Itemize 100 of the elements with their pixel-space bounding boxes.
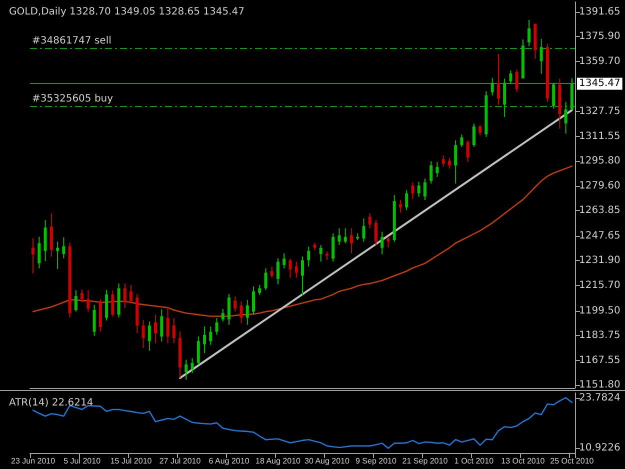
candlestick [50, 212, 53, 258]
y-tick-label: 10.9226 [579, 442, 620, 454]
candlestick [184, 359, 188, 380]
candlestick [564, 102, 568, 134]
candlestick [74, 290, 78, 312]
candlestick [411, 182, 414, 200]
candlestick [380, 231, 384, 255]
candlestick [496, 53, 500, 106]
candlestick [307, 246, 310, 268]
x-tick-label: 25 Oct 2010 [550, 456, 594, 466]
y-tick-label: 1391.65 [579, 6, 620, 18]
candlestick [142, 319, 145, 349]
candlestick [111, 290, 114, 318]
candlestick [166, 306, 170, 344]
candlestick [270, 266, 274, 278]
candlestick [86, 290, 90, 312]
x-tick-label: 9 Sep 2010 [356, 456, 397, 466]
candlestick [32, 238, 35, 274]
candlestick [319, 244, 322, 262]
y-tick-label: 1279.60 [579, 180, 620, 192]
x-tick-label: 6 Aug 2010 [208, 456, 250, 466]
candlestick [466, 140, 470, 162]
candlestick [258, 284, 262, 296]
candlestick [215, 318, 218, 336]
candlestick [92, 304, 96, 336]
candlestick [423, 178, 426, 201]
y-tick-label: 1183.75 [579, 330, 620, 341]
candlestick [154, 314, 158, 344]
candlestick [362, 218, 366, 242]
y-tick-label: 1263.85 [579, 205, 620, 216]
x-tick-label: 21 Sep 2010 [402, 456, 448, 466]
ref-line-label: 1345.47 [579, 78, 620, 90]
candlestick [203, 326, 206, 354]
candlestick [490, 78, 494, 96]
y-tick-label: 1151.80 [579, 380, 620, 390]
candlestick [44, 220, 47, 262]
y-tick-label: 1231.90 [579, 254, 620, 266]
candlestick [123, 283, 126, 309]
candlestick [338, 228, 341, 246]
candlestick [344, 228, 347, 244]
candlestick [386, 236, 390, 248]
candlestick [240, 300, 243, 324]
candlestick [552, 82, 556, 110]
candlestick [436, 161, 439, 178]
candlestick [540, 38, 543, 74]
y-tick-label: 1199.50 [579, 305, 620, 316]
candlestick [38, 236, 41, 269]
candlestick [246, 299, 249, 326]
x-tick-label: 30 Aug 2010 [304, 456, 350, 466]
ref-line-label: #34861747 sell [32, 36, 112, 47]
y-tick-label: 1311.55 [579, 130, 620, 142]
x-tick-label: 18 Aug 2010 [256, 456, 302, 466]
y-tick-label: 1295.80 [579, 155, 620, 166]
x-tick-label: 5 Jul 2010 [64, 456, 102, 466]
candlestick [80, 289, 84, 303]
candlestick [221, 308, 224, 322]
candlestick [374, 220, 378, 246]
candlestick [478, 124, 482, 136]
y-tick-label: 23.7824 [579, 392, 620, 404]
candlestick [398, 200, 402, 213]
candlestick [160, 308, 164, 342]
y-tick-label: 1215.70 [579, 280, 620, 292]
candlestick [515, 69, 518, 93]
candlestick [350, 228, 353, 254]
candlestick [368, 212, 372, 229]
x-tick-label: 1 Oct 2010 [454, 456, 494, 466]
candlestick [130, 284, 133, 304]
candlestick [228, 294, 231, 326]
candlestick [276, 258, 280, 285]
candlestick [460, 134, 464, 148]
candlestick [56, 241, 60, 270]
candlestick [405, 190, 408, 211]
candlestick [252, 286, 256, 316]
candlestick [417, 181, 420, 198]
candlestick [294, 261, 298, 278]
candlestick [448, 157, 451, 169]
ref-line-label: #35325605 buy [32, 93, 114, 104]
candlestick [472, 123, 476, 148]
y-tick-label: 1375.90 [579, 30, 620, 42]
chart-title: GOLD,Daily 1328.70 1349.05 1328.65 1345.47 [9, 6, 244, 18]
chart-title: ATR(14) 22.6214 [9, 398, 94, 408]
candlestick [332, 232, 335, 262]
candlestick [105, 289, 108, 321]
y-tick-label: 1167.55 [579, 355, 620, 366]
candlestick [509, 70, 512, 84]
candlestick [148, 321, 151, 352]
y-tick-label: 1247.65 [579, 230, 620, 242]
candlestick [172, 318, 176, 344]
candlestick [190, 358, 194, 374]
candlestick [196, 336, 200, 366]
candlestick [503, 78, 506, 118]
candlestick [430, 160, 433, 184]
y-tick-label: 1327.75 [579, 106, 620, 117]
candlestick [528, 19, 531, 47]
candlestick [454, 140, 458, 184]
candlestick [301, 256, 304, 296]
x-tick-label: 15 Jul 2010 [110, 456, 152, 466]
x-tick-label: 27 Jul 2010 [159, 456, 202, 466]
candlestick [288, 258, 292, 278]
y-tick-label: 1359.70 [579, 56, 620, 68]
